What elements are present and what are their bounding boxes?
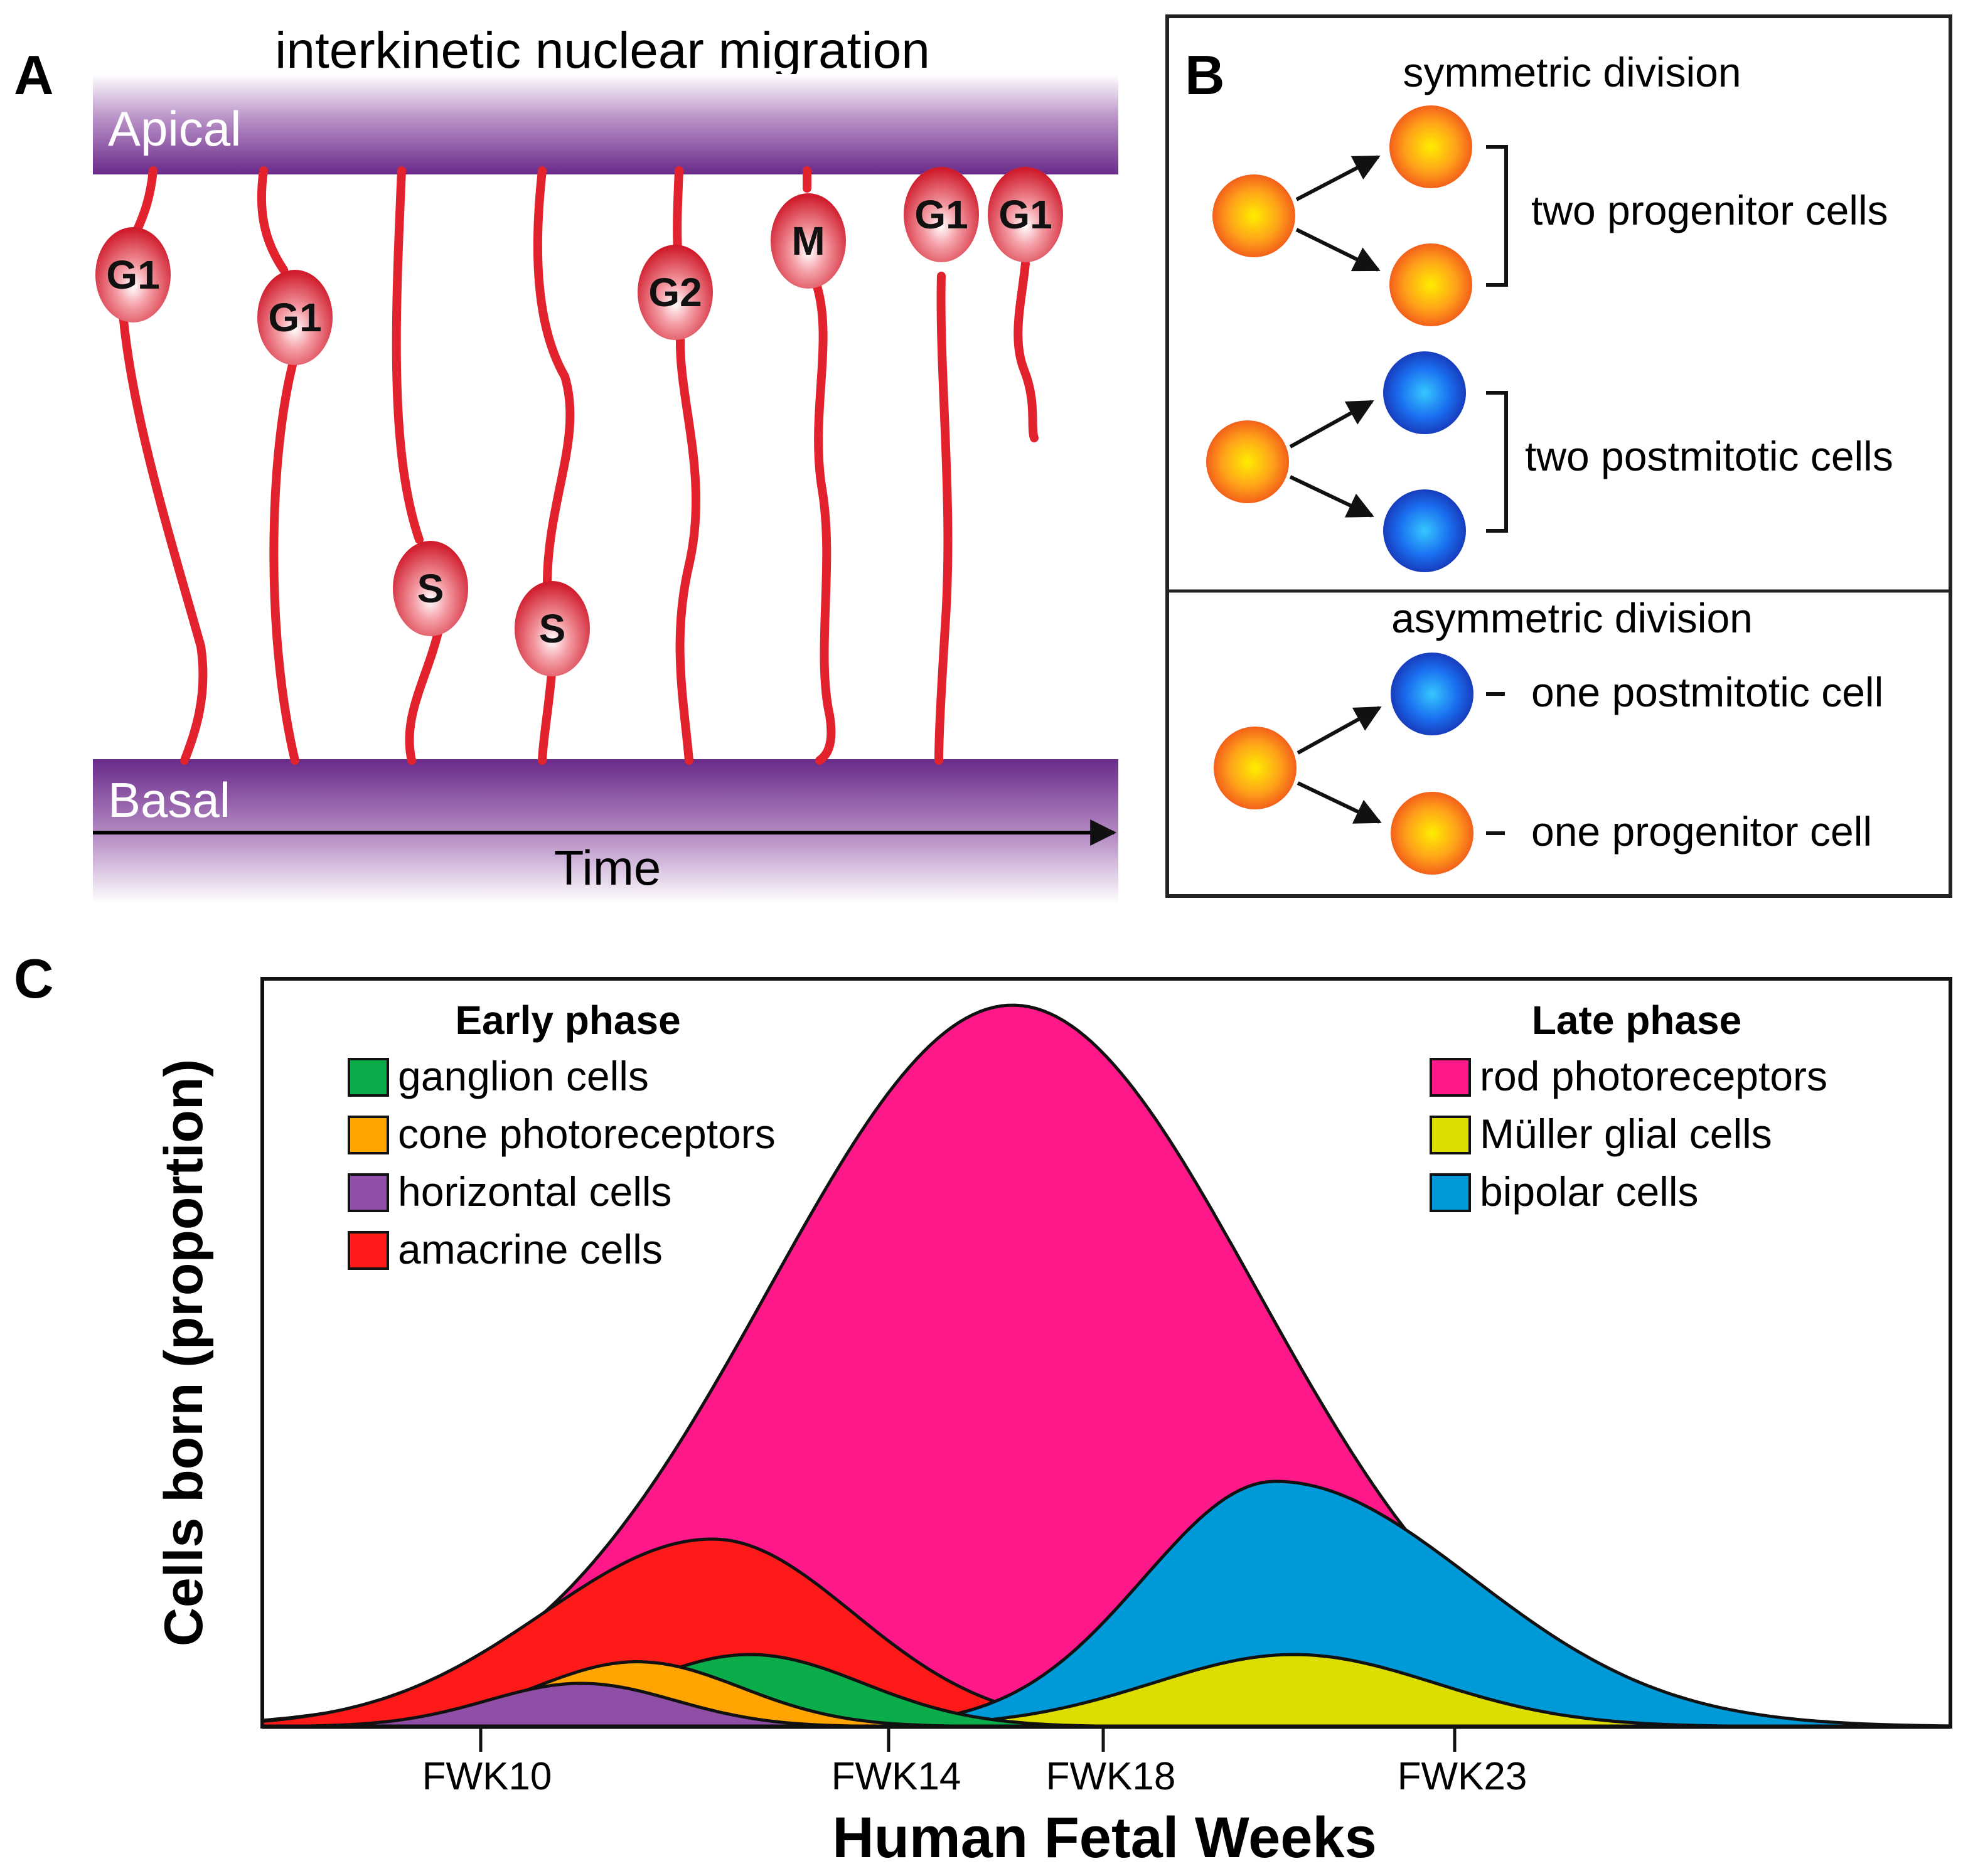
progenitor-cell xyxy=(1214,727,1297,809)
panel-b: B symmetric division asymmetric division xyxy=(1165,14,1952,898)
nucleus-shape xyxy=(95,227,171,322)
legend-swatch xyxy=(348,1058,389,1097)
asymmetric-title: asymmetric division xyxy=(1391,595,1753,641)
cell-process xyxy=(1013,259,1039,442)
division-arrow xyxy=(1297,781,1382,824)
panel-c-letter: C xyxy=(14,947,54,1010)
progenitor-cell xyxy=(1389,105,1472,188)
nucleus-shape xyxy=(393,541,468,636)
legend-label: rod photoreceptors xyxy=(1480,1053,1827,1099)
progenitor-cell xyxy=(1391,792,1473,875)
nucleus-shape xyxy=(515,581,590,676)
x-tick-label: FWK23 xyxy=(1398,1755,1527,1798)
progenitor-cell xyxy=(1206,420,1289,503)
late-legend: rod photoreceptors Müller glial cells bipo… xyxy=(1430,1053,1827,1215)
early-legend: ganglion cells cone photoreceptors horizon… xyxy=(348,1053,776,1272)
panel-b-frame xyxy=(1165,14,1952,898)
panel-c: C FWK10 FWK14 FWK18 FWK23 Human Fetal Weeks… xyxy=(14,947,1952,1870)
legend-item: Müller glial cells xyxy=(1430,1111,1772,1157)
legend-item: cone photoreceptors xyxy=(348,1111,776,1157)
nucleus-phase-label: G1 xyxy=(268,295,321,340)
cell-process xyxy=(533,166,575,765)
cell-nucleus: G1 xyxy=(257,270,333,365)
legend-label: bipolar cells xyxy=(1480,1168,1699,1215)
division-arrow xyxy=(1289,400,1374,449)
cell-process xyxy=(934,272,953,765)
apical-label: Apical xyxy=(108,101,241,156)
cell-nucleus: M xyxy=(771,193,846,289)
legend-item: amacrine cells xyxy=(348,1226,663,1272)
cell-nucleus: G1 xyxy=(988,167,1063,262)
time-label: Time xyxy=(554,840,661,895)
x-axis-ticks: FWK10 FWK14 FWK18 FWK23 xyxy=(422,1727,1527,1798)
panel-a: A interkinetic nuclear migration Apical … xyxy=(14,22,1118,903)
nucleus-shape xyxy=(771,193,846,289)
division-arrow xyxy=(1297,706,1382,755)
panel-a-letter: A xyxy=(14,44,54,106)
legend-swatch xyxy=(348,1173,389,1212)
division-arrow xyxy=(1295,155,1381,201)
x-axis-label: Human Fetal Weeks xyxy=(832,1806,1377,1870)
nucleus-shape xyxy=(638,245,713,340)
one-postmitotic-label: one postmitotic cell xyxy=(1531,669,1883,715)
nucleus-phase-label: G2 xyxy=(648,270,702,315)
panel-a-title: interkinetic nuclear migration xyxy=(275,22,930,79)
late-phase-title: Late phase xyxy=(1532,998,1741,1043)
legend-swatch xyxy=(348,1116,389,1154)
symmetric-title: symmetric division xyxy=(1403,49,1741,95)
one-progenitor-label: one progenitor cell xyxy=(1531,808,1872,855)
nucleus-phase-label: G1 xyxy=(998,192,1052,237)
cell-nucleus: G2 xyxy=(638,245,713,340)
legend-item: ganglion cells xyxy=(348,1053,649,1099)
nucleus-shape xyxy=(257,270,333,365)
nucleus-phase-label: M xyxy=(791,218,825,264)
cell-nucleus: G1 xyxy=(95,227,171,322)
nucleus-phase-label: S xyxy=(539,606,566,651)
y-axis-label: Cells born (proportion) xyxy=(154,1059,214,1646)
legend-item: bipolar cells xyxy=(1430,1168,1699,1215)
early-phase-title: Early phase xyxy=(455,998,680,1043)
bracket xyxy=(1486,391,1508,533)
postmitotic-cell xyxy=(1383,489,1466,572)
nucleus-shape xyxy=(904,167,979,262)
nucleus-shape xyxy=(988,167,1063,262)
legend-label: Müller glial cells xyxy=(1480,1111,1772,1157)
nucleus-phase-label: S xyxy=(417,566,444,611)
legend-item: rod photoreceptors xyxy=(1430,1053,1827,1099)
cell-nucleus: S xyxy=(393,541,468,636)
nucleus-phase-label: G1 xyxy=(914,192,968,237)
progenitor-cell xyxy=(1212,174,1295,257)
cell-nucleus: G1 xyxy=(904,167,979,262)
legend-swatch xyxy=(1430,1116,1471,1154)
x-tick-label: FWK10 xyxy=(422,1755,552,1798)
legend-label: horizontal cells xyxy=(398,1168,672,1215)
two-postmitotic-label: two postmitotic cells xyxy=(1525,433,1893,479)
cell-process xyxy=(673,166,701,765)
legend-swatch xyxy=(348,1231,389,1270)
bracket xyxy=(1486,145,1508,287)
cell-process xyxy=(257,166,301,765)
cell-process xyxy=(392,166,444,765)
basal-label: Basal xyxy=(108,772,230,828)
two-progenitor-label: two progenitor cells xyxy=(1531,187,1888,233)
panel-b-letter: B xyxy=(1185,44,1225,106)
cell-process xyxy=(803,166,836,765)
progenitor-cell xyxy=(1389,243,1472,326)
postmitotic-cell xyxy=(1391,653,1473,735)
x-tick-label: FWK18 xyxy=(1046,1755,1176,1798)
apical-band xyxy=(93,74,1118,174)
legend-item: horizontal cells xyxy=(348,1168,672,1215)
postmitotic-cell xyxy=(1383,351,1466,434)
legend-swatch xyxy=(1430,1058,1471,1097)
cell-nucleus: S xyxy=(515,581,590,676)
x-tick-label: FWK14 xyxy=(832,1755,961,1798)
legend-label: amacrine cells xyxy=(398,1226,663,1272)
legend-label: cone photoreceptors xyxy=(398,1111,776,1157)
nucleus-phase-label: G1 xyxy=(106,252,159,297)
legend-swatch xyxy=(1430,1173,1471,1212)
legend-label: ganglion cells xyxy=(398,1053,649,1099)
division-arrow xyxy=(1289,475,1374,518)
division-arrow xyxy=(1295,228,1381,272)
